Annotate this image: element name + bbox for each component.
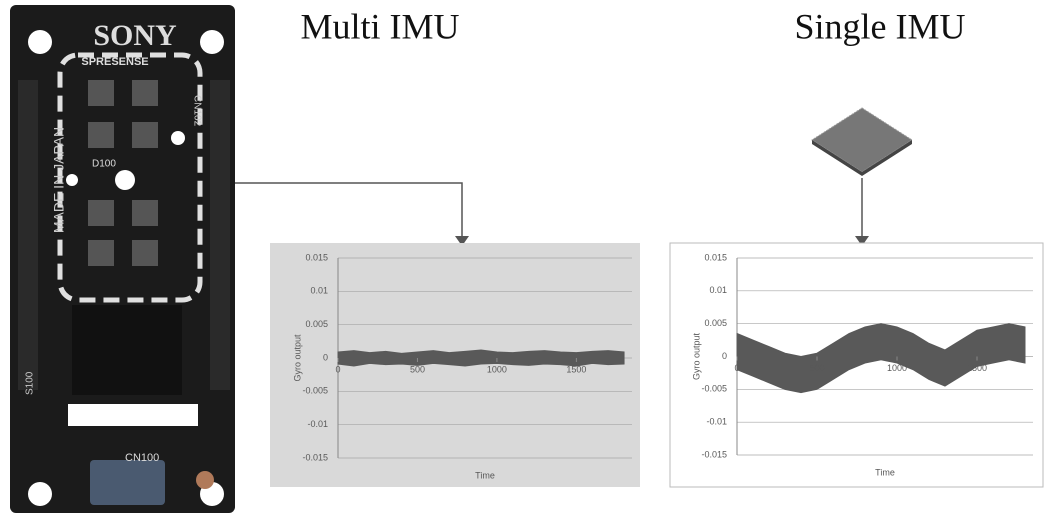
x-tick-label: 500 — [809, 363, 824, 373]
y-axis-label: Gyro output — [691, 332, 701, 380]
board-label: CN100 — [125, 452, 159, 464]
y-tick-label: 0 — [323, 352, 328, 362]
product: SPRESENSE — [81, 56, 148, 68]
board: SONY SPRESENSE MADE IN JAPAN D100 CN102 … — [10, 5, 235, 513]
chart-title: Multi IMU — [300, 6, 459, 46]
board-label: CN102 — [191, 95, 202, 127]
x-tick-label: 1000 — [887, 363, 907, 373]
chart-title: Single IMU — [795, 6, 966, 46]
x-tick-label: 500 — [410, 364, 425, 374]
y-tick-label: 0.015 — [305, 252, 328, 262]
board-label: S100 — [25, 371, 36, 395]
y-tick-label: -0.015 — [701, 449, 727, 459]
connectors — [235, 178, 863, 238]
y-tick-label: 0 — [722, 351, 727, 361]
x-tick-label: 1000 — [487, 364, 507, 374]
x-tick-label: 0 — [335, 364, 340, 374]
brand: SONY — [93, 19, 177, 52]
noise-band — [337, 349, 625, 367]
board-label: MADE IN JAPAN — [51, 127, 67, 233]
noise-band — [736, 323, 1026, 394]
y-tick-label: 0.005 — [704, 318, 727, 328]
y-tick-label: 0.01 — [310, 286, 328, 296]
y-tick-label: 0.01 — [709, 285, 727, 295]
x-tick-label: 1500 — [566, 364, 586, 374]
y-tick-label: 0.015 — [704, 252, 727, 262]
x-tick-label: 0 — [734, 363, 739, 373]
board-label: D100 — [92, 159, 116, 170]
chip — [811, 107, 913, 176]
x-axis-label: Time — [875, 467, 895, 477]
y-tick-label: -0.01 — [307, 419, 328, 429]
y-tick-label: -0.005 — [302, 386, 328, 396]
x-axis-label: Time — [475, 470, 495, 480]
y-tick-label: -0.005 — [701, 384, 727, 394]
y-tick-label: -0.01 — [706, 417, 727, 427]
y-axis-label: Gyro output — [292, 334, 302, 382]
y-tick-label: -0.015 — [302, 452, 328, 462]
x-tick-label: 1500 — [967, 363, 987, 373]
arrow-head — [855, 236, 869, 246]
y-tick-label: 0.005 — [305, 319, 328, 329]
arrow-head — [455, 236, 469, 246]
